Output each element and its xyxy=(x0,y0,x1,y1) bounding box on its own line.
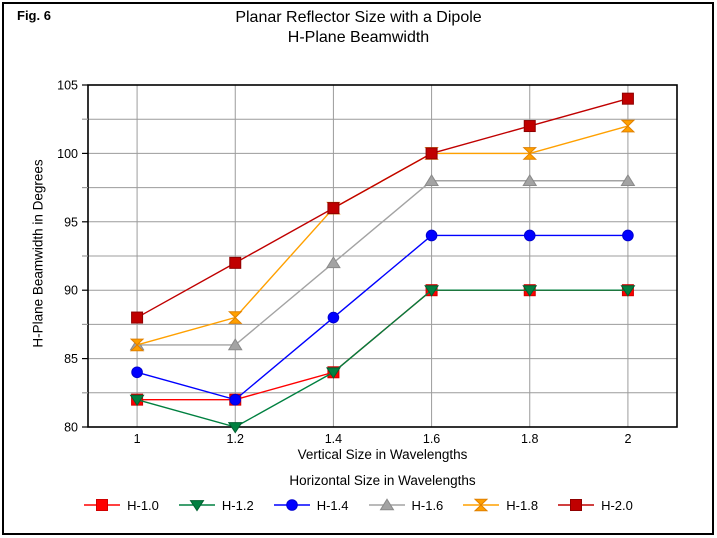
legend-marker-shape-H-1.4 xyxy=(285,499,298,511)
x-tick-label: 1.8 xyxy=(521,432,538,446)
series-marker-H-1.4 xyxy=(229,393,242,406)
series-marker-H-1.4 xyxy=(523,229,536,242)
legend-label-H-1.8: H-1.8 xyxy=(506,497,539,513)
series-marker-H-1.4 xyxy=(425,229,438,242)
series-marker-H-1.4 xyxy=(131,366,143,379)
series-line-H-1.2 xyxy=(136,289,628,428)
x-tick-label: 1.4 xyxy=(325,432,342,446)
series-marker-H-1.2 xyxy=(424,285,440,297)
series-marker-H-1.6 xyxy=(227,338,243,351)
series-marker-H-1.4 xyxy=(327,311,340,324)
legend-item-H-1.4: H-1.4 xyxy=(273,497,349,513)
series-marker-H-1.6 xyxy=(424,174,439,187)
y-tick-label: 90 xyxy=(64,284,78,298)
y-tick-label: 80 xyxy=(64,421,78,435)
series-marker-H-1.8 xyxy=(522,147,537,160)
legend-item-H-1.8: H-1.8 xyxy=(463,497,538,513)
legend-item-H-1.2: H-1.2 xyxy=(178,497,254,513)
series-marker-H-2.0 xyxy=(425,147,438,160)
y-tick-label: 100 xyxy=(57,147,78,161)
series-line-H-1.4 xyxy=(136,234,628,401)
series-marker-H-1.2 xyxy=(129,394,145,407)
series-marker-H-2.0 xyxy=(229,256,242,269)
y-axis-label: H-Plane Beamwidth in Degrees xyxy=(30,159,46,348)
series-marker-H-1.6 xyxy=(522,174,538,187)
series-marker-H-1.8 xyxy=(228,311,243,324)
x-axis-label: Vertical Size in Wavelengths xyxy=(297,447,468,462)
x-tick-label: 2 xyxy=(624,432,631,446)
legend-marker-H-1.8 xyxy=(463,498,500,512)
legend: H-1.0 H-1.2 H-1.4 H-1.6 H-1.8 H-2.0 xyxy=(0,495,717,515)
legend-item-H-1.0: H-1.0 xyxy=(84,497,159,513)
legend-marker-shape-H-2.0 xyxy=(570,499,583,511)
series-marker-H-2.0 xyxy=(523,120,536,133)
legend-marker-shape-H-1.0 xyxy=(96,499,109,511)
y-tick-label: 85 xyxy=(64,352,78,366)
series-marker-H-1.2 xyxy=(522,285,538,297)
legend-marker-shape-H-1.8 xyxy=(474,498,489,512)
chart-title-line-2: H-Plane Beamwidth xyxy=(287,29,430,46)
legend-marker-H-1.4 xyxy=(273,499,310,511)
legend-marker-H-2.0 xyxy=(558,499,595,511)
legend-label-H-1.4: H-1.4 xyxy=(316,497,349,513)
x-tick-label: 1 xyxy=(134,432,141,446)
series-line-H-1.6 xyxy=(137,180,628,346)
series-marker-H-1.2 xyxy=(227,422,243,434)
x-tick-label: 1.2 xyxy=(227,432,244,446)
legend-marker-H-1.0 xyxy=(84,499,121,511)
legend-label-H-1.2: H-1.2 xyxy=(221,497,254,513)
series-marker-H-1.6 xyxy=(620,174,636,187)
legend-item-H-2.0: H-2.0 xyxy=(558,497,633,513)
legend-title: Horizontal Size in Wavelengths xyxy=(289,473,476,488)
series-marker-H-1.4 xyxy=(622,229,634,242)
series-marker-H-2.0 xyxy=(327,202,340,215)
legend-marker-H-1.2 xyxy=(178,500,215,512)
series-marker-H-1.2 xyxy=(325,367,341,379)
series-marker-H-1.2 xyxy=(620,285,636,297)
legend-label-H-1.0: H-1.0 xyxy=(127,497,159,513)
x-tick-label: 1.6 xyxy=(423,432,440,446)
series-marker-H-2.0 xyxy=(131,311,144,324)
series-marker-H-1.6 xyxy=(326,256,341,269)
series-line-H-2.0 xyxy=(136,98,629,319)
legend-marker-H-1.6 xyxy=(368,498,405,511)
legend-label-H-1.6: H-1.6 xyxy=(411,497,444,513)
legend-marker-shape-H-1.2 xyxy=(189,500,205,512)
series-marker-H-1.8 xyxy=(129,338,145,352)
legend-item-H-1.6: H-1.6 xyxy=(368,497,444,513)
legend-label-H-2.0: H-2.0 xyxy=(601,497,633,513)
legend-marker-shape-H-1.6 xyxy=(379,498,394,511)
figure-number: Fig. 6 xyxy=(17,8,51,23)
y-tick-label: 95 xyxy=(64,215,78,229)
y-tick-label: 105 xyxy=(57,79,78,93)
series-marker-H-1.8 xyxy=(620,119,636,133)
chart-title-line-1: Planar Reflector Size with a Dipole xyxy=(235,9,482,26)
series-marker-H-2.0 xyxy=(621,92,634,105)
